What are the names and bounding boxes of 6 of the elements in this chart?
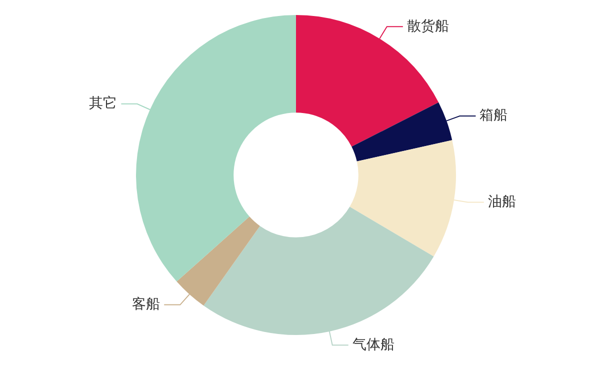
slice-label: 其它 — [89, 96, 118, 112]
slice-label: 客船 — [132, 296, 160, 312]
slice-label: 油船 — [488, 194, 516, 210]
slice-label: 散货船 — [406, 18, 449, 34]
slice-label: 箱船 — [480, 108, 508, 124]
slice-label: 气体船 — [352, 336, 394, 353]
